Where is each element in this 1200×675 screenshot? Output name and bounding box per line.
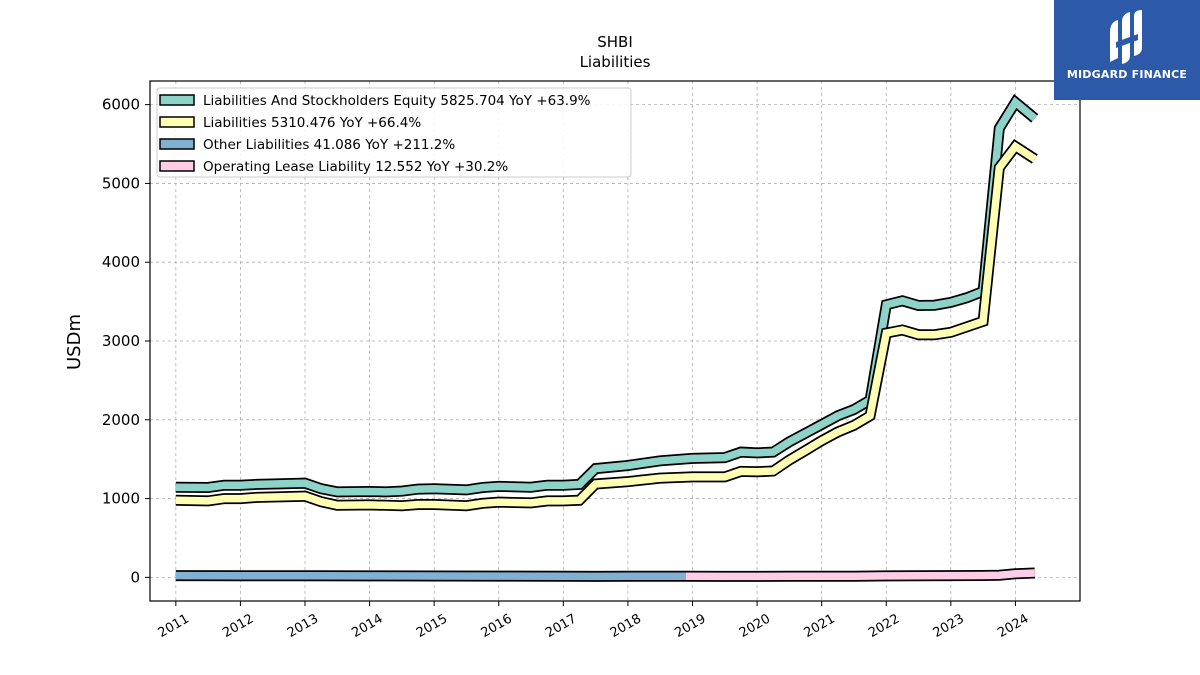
y-tick-label: 1000 xyxy=(102,490,140,508)
x-tick-label: 2024 xyxy=(995,611,1031,641)
x-tick-label: 2011 xyxy=(156,611,192,641)
x-tick-label: 2015 xyxy=(414,611,450,641)
x-tick-label: 2023 xyxy=(931,611,967,641)
y-axis-label: USDm xyxy=(64,314,85,370)
x-tick-label: 2022 xyxy=(866,611,902,641)
series-line-outline xyxy=(175,138,1038,512)
x-tick-label: 2012 xyxy=(220,611,256,641)
series-other-liabilities xyxy=(175,570,686,582)
brand-name: MIDGARD FINANCE xyxy=(1066,68,1188,81)
legend-label: Other Liabilities 41.086 YoY +211.2% xyxy=(203,137,455,153)
x-tick-label: 2016 xyxy=(479,611,515,641)
midgard-logo-icon xyxy=(1110,10,1142,64)
series-line xyxy=(175,571,686,581)
series-line xyxy=(685,569,1035,581)
legend-label: Liabilities 5310.476 YoY +66.4% xyxy=(203,115,421,131)
series-operating-lease-liability xyxy=(685,567,1036,582)
y-tick-label: 2000 xyxy=(102,411,140,429)
series-line xyxy=(175,96,1038,496)
chart-title: SHBI xyxy=(597,33,633,51)
brand-logo: MIDGARD FINANCE xyxy=(1054,0,1200,100)
y-tick-label: 5000 xyxy=(102,174,140,192)
x-tick-label: 2019 xyxy=(672,611,708,641)
y-tick-label: 6000 xyxy=(102,96,140,114)
grid xyxy=(150,81,1080,601)
legend-swatch xyxy=(159,94,195,106)
legend-swatch xyxy=(159,138,195,150)
y-tick-label: 3000 xyxy=(102,332,140,350)
y-tick-label: 4000 xyxy=(102,253,140,271)
x-tick-label: 2014 xyxy=(349,611,385,641)
legend-swatch xyxy=(159,116,195,128)
legend-label: Operating Lease Liability 12.552 YoY +30… xyxy=(203,159,508,175)
x-tick-label: 2013 xyxy=(285,611,321,641)
legend: Liabilities And Stockholders Equity 5825… xyxy=(156,87,632,178)
x-tick-label: 2018 xyxy=(608,611,644,641)
x-tick-label: 2017 xyxy=(543,611,579,641)
x-tick-label: 2021 xyxy=(802,611,838,641)
series-line xyxy=(175,141,1037,510)
x-tick-label: 2020 xyxy=(737,611,773,641)
series-liabilities-and-stockholders-equity xyxy=(175,94,1039,498)
legend-box xyxy=(156,87,632,178)
series-liabilities xyxy=(175,138,1038,512)
series-layer xyxy=(175,94,1039,582)
chart-subtitle: Liabilities xyxy=(580,53,651,71)
y-tick-label: 0 xyxy=(130,568,140,586)
legend-label: Liabilities And Stockholders Equity 5825… xyxy=(203,93,591,109)
legend-swatch xyxy=(159,160,195,172)
